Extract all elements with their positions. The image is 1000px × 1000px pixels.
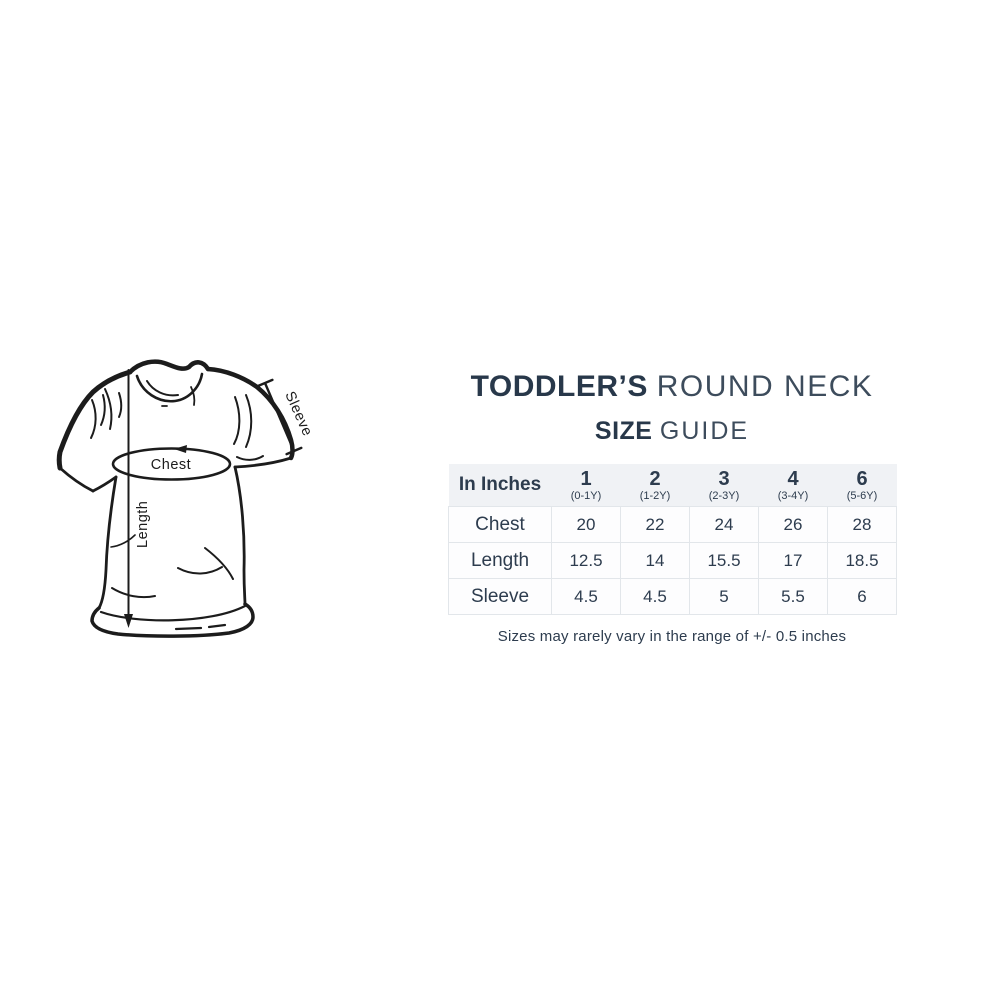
chest-measure-ellipse bbox=[111, 447, 232, 481]
subtitle-size-word: SIZE bbox=[594, 417, 653, 445]
size-number: 1 bbox=[580, 467, 592, 490]
chest-arrowhead-icon bbox=[174, 445, 187, 453]
size-guide-panel: TODDLER’S ROUND NECK SIZE GUIDE In Inche… bbox=[448, 371, 897, 645]
table-row-sleeve: Sleeve 4.5 4.5 5 5.5 6 bbox=[448, 578, 897, 615]
measurement-cell: 14 bbox=[620, 542, 690, 579]
measurement-cell: 24 bbox=[689, 506, 759, 543]
tshirt-hem-stitches bbox=[174, 623, 227, 631]
tshirt-hem-outline bbox=[90, 602, 255, 638]
size-chart-table: In Inches 1 (0-1Y) 2 (1-2Y) 3 (2-3Y) 4 bbox=[448, 464, 897, 615]
size-number: 4 bbox=[787, 467, 799, 490]
row-label: Length bbox=[448, 542, 552, 579]
tshirt-left-underarm bbox=[91, 475, 118, 493]
size-column-header: 4 (3-4Y) bbox=[758, 464, 828, 507]
measurement-cell: 12.5 bbox=[551, 542, 621, 579]
size-number: 3 bbox=[718, 467, 730, 490]
age-range: (3-4Y) bbox=[777, 489, 809, 502]
age-range: (0-1Y) bbox=[570, 489, 602, 502]
unit-header-cell: In Inches bbox=[448, 464, 552, 507]
measurement-cell: 22 bbox=[620, 506, 690, 543]
tshirt-neck-line bbox=[135, 372, 204, 403]
measurement-cell: 28 bbox=[827, 506, 897, 543]
measurement-cell: 18.5 bbox=[827, 542, 897, 579]
size-number: 2 bbox=[649, 467, 661, 490]
row-label: Sleeve bbox=[448, 578, 552, 615]
length-arrowhead-icon bbox=[124, 614, 133, 628]
chest-label: Chest bbox=[151, 457, 191, 473]
size-number: 6 bbox=[856, 467, 868, 490]
title-neck-style: ROUND NECK bbox=[656, 370, 874, 403]
section-subtitle: SIZE GUIDE bbox=[448, 418, 896, 444]
tshirt-left-side bbox=[97, 475, 118, 610]
tshirt-collar-outline bbox=[127, 359, 211, 375]
measurement-cell: 15.5 bbox=[689, 542, 759, 579]
tshirt-neck-seam bbox=[146, 380, 179, 397]
tshirt-left-sleeve-outline bbox=[56, 369, 133, 471]
measurement-cell: 5.5 bbox=[758, 578, 828, 615]
size-table-header-row: In Inches 1 (0-1Y) 2 (1-2Y) 3 (2-3Y) 4 bbox=[448, 464, 897, 507]
tshirt-left-sleeve-folds bbox=[90, 394, 106, 439]
measurement-cell: 6 bbox=[827, 578, 897, 615]
row-label: Chest bbox=[448, 506, 552, 543]
tshirt-neck-ticks bbox=[161, 386, 196, 407]
size-column-header: 2 (1-2Y) bbox=[620, 464, 690, 507]
size-column-header: 1 (0-1Y) bbox=[551, 464, 621, 507]
age-range: (5-6Y) bbox=[846, 489, 878, 502]
tshirt-measurement-diagram: Chest Length Sleeve bbox=[56, 359, 315, 638]
size-column-header: 3 (2-3Y) bbox=[689, 464, 759, 507]
age-range: (1-2Y) bbox=[639, 489, 671, 502]
measurement-cell: 26 bbox=[758, 506, 828, 543]
measurement-cell: 17 bbox=[758, 542, 828, 579]
page-title: TODDLER’S ROUND NECK bbox=[448, 371, 896, 403]
tshirt-hem-seam bbox=[99, 604, 247, 622]
age-range: (2-3Y) bbox=[708, 489, 740, 502]
length-label-leader-line bbox=[110, 534, 136, 548]
tshirt-body-folds bbox=[111, 547, 234, 599]
size-column-header: 6 (5-6Y) bbox=[827, 464, 897, 507]
tshirt-right-cuff bbox=[233, 456, 293, 469]
table-row-chest: Chest 20 22 24 26 28 bbox=[448, 506, 897, 543]
measurement-cell: 4.5 bbox=[620, 578, 690, 615]
measurement-cell: 20 bbox=[551, 506, 621, 543]
tshirt-left-cuff bbox=[58, 466, 95, 493]
measurement-cell: 5 bbox=[689, 578, 759, 615]
tshirt-right-side bbox=[233, 465, 247, 606]
sleeve-dimension-line bbox=[256, 378, 303, 456]
title-product-type: TODDLER’S bbox=[470, 370, 648, 403]
tshirt-left-chest-folds bbox=[104, 388, 123, 430]
length-label: Length bbox=[135, 501, 151, 548]
subtitle-guide-word: GUIDE bbox=[659, 417, 750, 445]
measurement-cell: 4.5 bbox=[551, 578, 621, 615]
tolerance-note: Sizes may rarely vary in the range of +/… bbox=[497, 628, 847, 645]
tshirt-right-sleeve-folds bbox=[233, 394, 264, 461]
table-row-length: Length 12.5 14 15.5 17 18.5 bbox=[448, 542, 897, 579]
